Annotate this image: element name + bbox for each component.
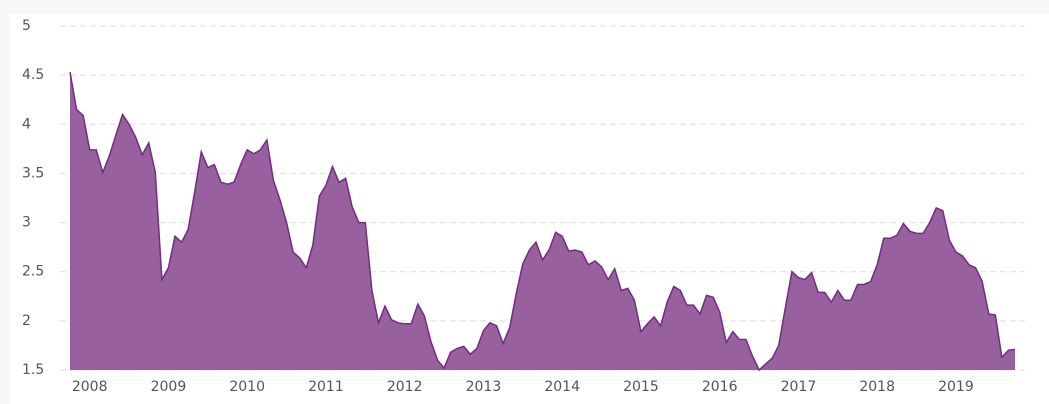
y-tick-label: 4.5 [22, 67, 44, 83]
x-tick-label: 2009 [151, 379, 187, 395]
x-tick-label: 2011 [308, 379, 344, 395]
y-tick-label: 1.5 [22, 362, 44, 378]
x-tick-label: 2010 [229, 379, 265, 395]
area [70, 72, 1015, 370]
y-tick-label: 3 [22, 215, 31, 231]
x-tick-label: 2019 [938, 379, 974, 395]
x-tick-label: 2017 [781, 379, 817, 395]
y-tick-label: 5 [22, 18, 31, 34]
y-tick-label: 3.5 [22, 165, 44, 181]
x-tick-label: 2015 [623, 379, 659, 395]
x-tick-label: 2013 [466, 379, 502, 395]
area-line [69, 72, 1016, 372]
x-tick-label: 2008 [72, 379, 108, 395]
x-tick-label: 2012 [387, 379, 423, 395]
y-tick-label: 2.5 [22, 264, 44, 280]
x-tick-label: 2018 [859, 379, 895, 395]
x-tick-label: 2016 [702, 379, 738, 395]
x-tick-label: 2014 [544, 379, 580, 395]
y-tick-label: 2 [22, 313, 31, 329]
y-tick-label: 4 [22, 116, 31, 132]
